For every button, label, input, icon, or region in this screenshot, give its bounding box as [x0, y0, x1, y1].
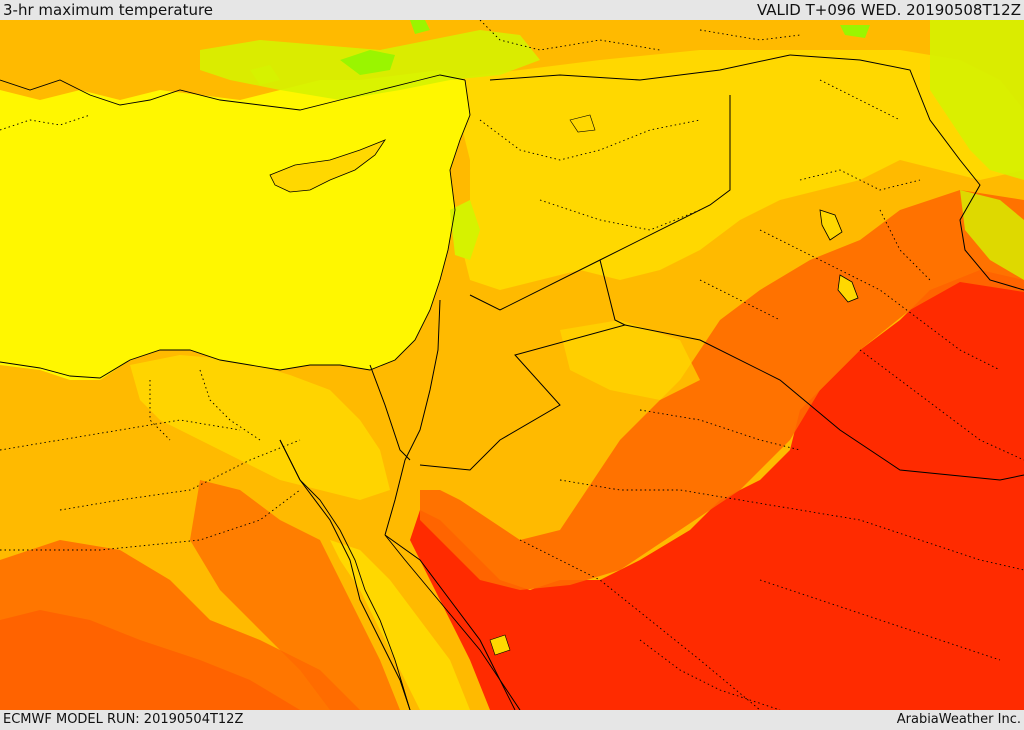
map-title: 3-hr maximum temperature: [3, 1, 214, 19]
lake-2: [837, 274, 859, 303]
turkey-coast: [0, 74, 466, 111]
coastline: [0, 79, 471, 379]
valid-time: VALID T+096 WED. 20190508T12Z: [756, 1, 1021, 19]
credit: ArabiaWeather Inc.: [896, 712, 1021, 727]
mediterranean-sea: [0, 70, 470, 380]
light-yellow-patch: [560, 320, 700, 400]
deep-orange-sw: [0, 540, 360, 710]
green-patch-iran: [930, 20, 1024, 180]
light-green-east: [960, 190, 1024, 280]
island-2: [569, 114, 596, 133]
bottom-bar: ECMWF MODEL RUN: 20190504T12Z ArabiaWeat…: [0, 710, 1024, 729]
island-1: [489, 634, 511, 656]
country-borders: [279, 54, 1024, 710]
green-spot-2: [410, 20, 430, 34]
top-bar: 3-hr maximum temperature VALID T+096 WED…: [0, 0, 1024, 20]
light-yellow-redsea: [330, 540, 470, 710]
deep-orange-egypt: [190, 480, 400, 710]
green-strip-levant: [450, 200, 480, 260]
temperature-map[interactable]: [0, 20, 1024, 710]
light-yellow-egypt: [130, 355, 390, 500]
green-spot-4: [250, 65, 280, 85]
red-zone-east: [410, 270, 1024, 710]
cyprus-island: [269, 139, 387, 193]
admin-boundaries: [0, 20, 1024, 710]
light-yellow-north: [440, 50, 1024, 290]
red-sea-coast: [279, 439, 516, 710]
green-spot-3: [840, 25, 870, 38]
deep-orange-band: [420, 190, 1024, 590]
lake-1: [819, 209, 843, 241]
model-run: ECMWF MODEL RUN: 20190504T12Z: [3, 712, 244, 727]
green-spot-1: [340, 50, 395, 75]
